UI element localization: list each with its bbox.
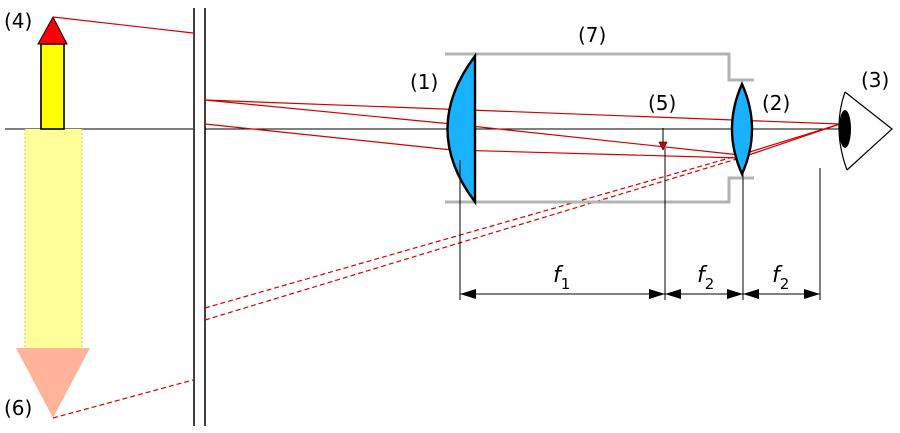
dim-label-f1: f1: [553, 263, 570, 293]
dim-f2l-symbol: f: [697, 263, 708, 288]
virtual-image-body: [25, 129, 82, 348]
ray-back-2: [204, 157, 741, 321]
label-tube: (7): [578, 23, 606, 47]
object-body: [40, 43, 65, 130]
virtual-image-head: [16, 348, 90, 418]
dim-label-f2-right: f2: [772, 263, 789, 293]
eye-lid-curve: [838, 91, 848, 171]
ray-1: [204, 99, 841, 156]
dim-label-f2-left: f2: [697, 263, 714, 293]
tube-bottom: [445, 176, 754, 204]
dim-arrow-f2l-right: [727, 289, 743, 299]
label-object: (4): [4, 9, 32, 33]
ray-object-top: [52, 16, 194, 34]
ray-back-image: [52, 379, 194, 419]
label-eyepiece-lens: (2): [762, 91, 790, 115]
dim-f2l-subscript: 2: [705, 275, 715, 293]
dim-arrow-f1-right: [649, 289, 665, 299]
objective-lens: [446, 52, 477, 206]
dim-arrow-f1-left: [460, 289, 476, 299]
ray-2: [204, 123, 841, 159]
eye-outline: [844, 91, 893, 171]
label-virtual-image: (6): [4, 396, 32, 420]
label-eye: (3): [861, 68, 889, 92]
dim-arrow-f2r-left: [743, 289, 759, 299]
dim-f1-subscript: 1: [561, 275, 571, 293]
dim-f2r-subscript: 2: [780, 275, 790, 293]
eyepiece-lens: [730, 81, 754, 177]
ray-back-1: [204, 154, 741, 309]
dim-f1-symbol: f: [553, 263, 564, 288]
eye-pupil-icon: [839, 110, 851, 148]
dim-f2r-symbol: f: [772, 263, 783, 288]
dim-arrow-f2r-right: [804, 289, 820, 299]
label-objective-lens: (1): [410, 70, 438, 94]
tube-top: [445, 52, 754, 82]
label-focal-point: (5): [648, 91, 676, 115]
object-head: [37, 15, 68, 45]
dim-arrow-f2l-left: [665, 289, 681, 299]
intermediate-image-arrowhead: [658, 141, 668, 151]
